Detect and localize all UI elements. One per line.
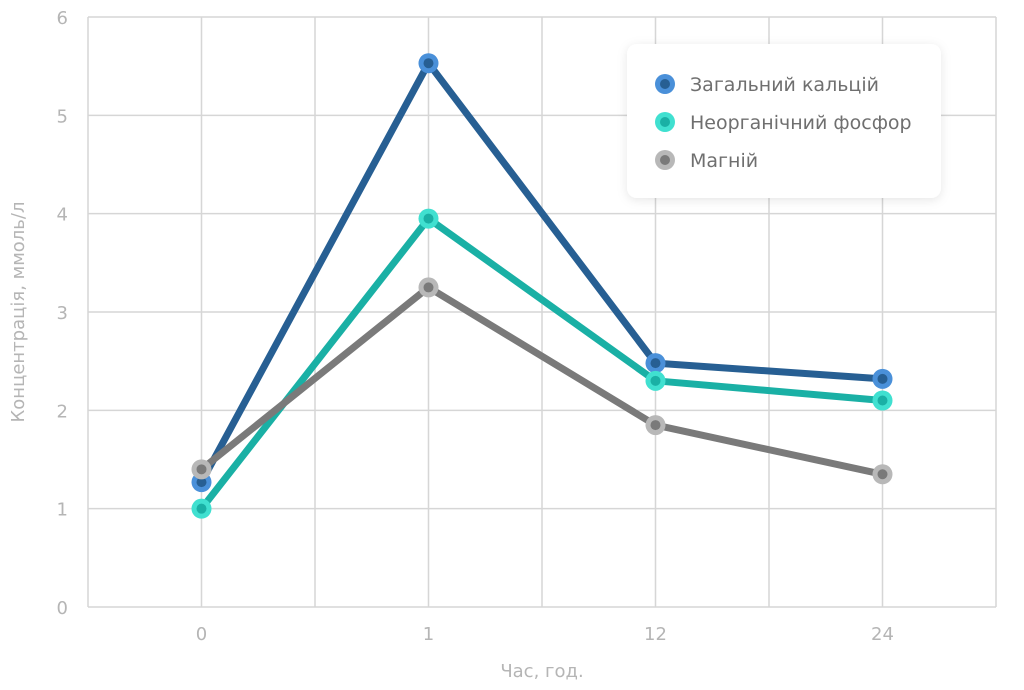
series-line [198,283,886,478]
data-point-core [877,469,888,480]
y-tick-label: 5 [57,106,68,127]
series-layer [191,53,893,519]
data-point-core [877,395,888,406]
y-tick-label: 0 [57,598,68,619]
legend: Загальний кальцій Неорганічний фосфор Магн… [627,44,941,198]
legend-box [627,44,941,198]
y-tick-label: 2 [57,401,68,422]
legend-label: Неорганічний фосфор [690,112,912,134]
data-point-core [196,503,207,514]
legend-label: Загальний кальцій [690,74,879,96]
legend-marker-core [660,117,670,127]
data-point-core [650,420,661,431]
y-axis-title: Концентрація, ммоль/л [8,202,29,423]
x-tick-label: 1 [423,624,434,645]
legend-label: Магній [690,150,758,172]
x-tick-label: 12 [644,624,667,645]
data-point-core [650,358,661,369]
x-tick-label: 24 [871,624,894,645]
series-line [198,215,886,513]
x-tick-label: 0 [196,624,207,645]
data-point-core [423,58,434,69]
legend-marker-core [660,155,670,165]
data-point-core [196,477,207,488]
y-tick-label: 6 [57,8,68,29]
y-tick-label: 1 [57,500,68,521]
data-point-core [423,213,434,224]
x-axis-title: Час, год. [500,661,583,682]
data-point-core [877,373,888,384]
data-point-core [196,464,207,475]
data-point-core [423,282,434,293]
y-tick-label: 3 [57,303,68,324]
y-tick-label: 4 [57,205,68,226]
data-point-core [650,375,661,386]
legend-marker-core [660,79,670,89]
series-line [198,59,886,486]
